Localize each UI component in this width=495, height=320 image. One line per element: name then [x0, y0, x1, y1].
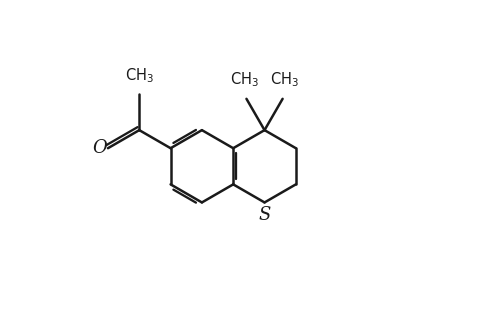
- Text: CH$_3$: CH$_3$: [230, 71, 259, 89]
- Text: S: S: [258, 206, 271, 224]
- Text: CH$_3$: CH$_3$: [270, 71, 298, 89]
- Text: CH$_3$: CH$_3$: [125, 66, 154, 84]
- Text: O: O: [93, 139, 107, 157]
